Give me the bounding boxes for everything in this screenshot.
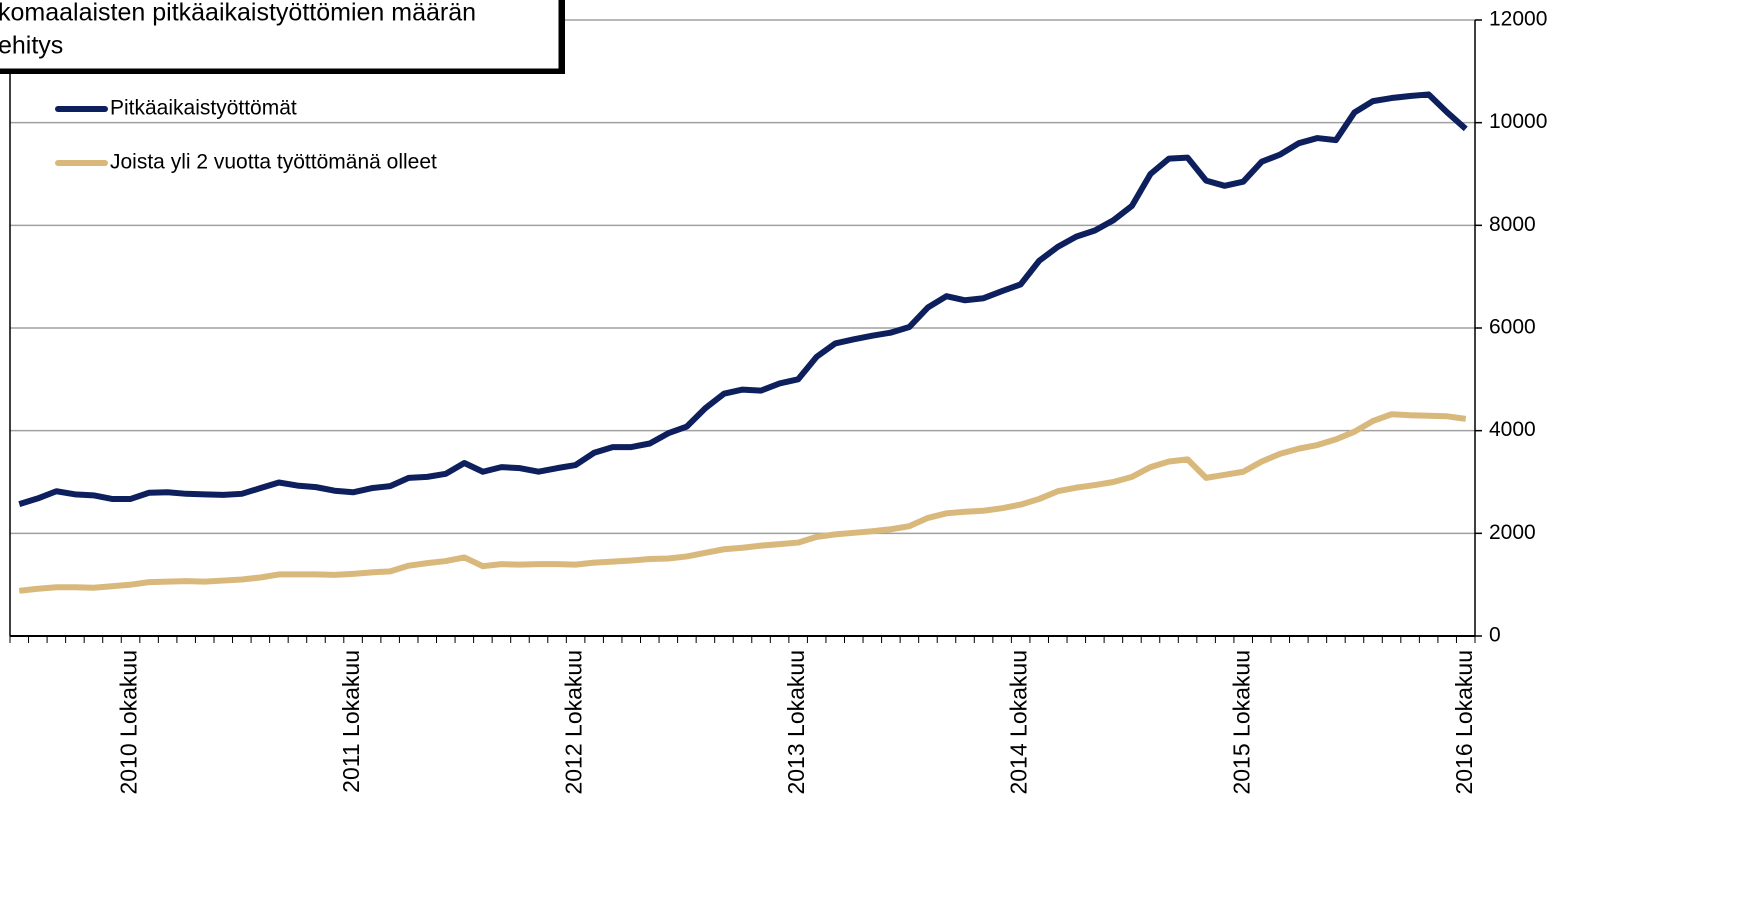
chart-title: ehitys [0, 32, 63, 60]
series-line [18, 91, 1468, 507]
y-tick-label: 10000 [1489, 110, 1547, 133]
x-tick-label: 2012 Lokakuu [561, 650, 587, 795]
y-tick-label: 6000 [1489, 316, 1536, 339]
y-tick-label: 12000 [1489, 8, 1547, 31]
series-line [18, 411, 1467, 594]
x-tick-label: 2011 Lokakuu [338, 650, 364, 793]
y-tick-label: 8000 [1489, 213, 1536, 236]
x-tick-label: 2013 Lokakuu [783, 650, 809, 795]
x-tick-label: 2010 Lokakuu [116, 650, 142, 795]
legend-label: Joista yli 2 vuotta työttömänä olleet [110, 151, 437, 174]
y-tick-label: 4000 [1489, 418, 1536, 441]
title-box [0, 0, 562, 72]
y-tick-label: 2000 [1489, 521, 1536, 544]
legend-label: Pitkäaikaistyöttömät [110, 97, 297, 120]
x-tick-label: 2015 Lokakuu [1228, 650, 1254, 795]
y-tick-label: 0 [1489, 624, 1501, 647]
x-tick-label: 2014 Lokakuu [1006, 650, 1032, 795]
x-tick-label: 2016 Lokakuu [1451, 650, 1477, 795]
chart-title: komaalaisten pitkäaikaistyöttömien määrä… [0, 0, 476, 27]
